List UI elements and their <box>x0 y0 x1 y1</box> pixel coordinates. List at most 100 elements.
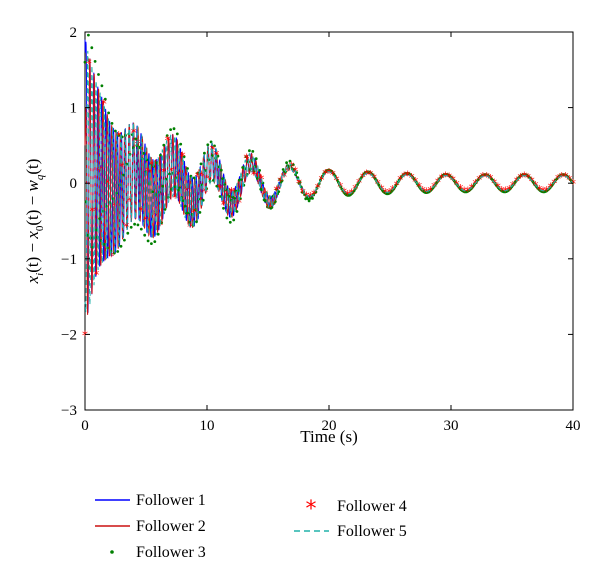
series-4-point: * <box>236 196 242 210</box>
series-4-point: * <box>555 172 561 186</box>
series-3-point <box>163 208 167 211</box>
series-3-point <box>143 233 147 237</box>
series-4-point: * <box>225 188 231 202</box>
legend-label-follower-2: Follower 2 <box>136 518 206 535</box>
series-4-point: * <box>101 97 107 111</box>
series-3-point <box>183 204 187 208</box>
series-3-point <box>288 159 292 163</box>
series-4-point: * <box>183 183 189 197</box>
series-4-point: * <box>382 186 388 200</box>
series-3-point <box>192 176 196 180</box>
x-axis-title: Time (s) <box>300 427 357 446</box>
series-3-point <box>134 137 138 141</box>
series-4-point: * <box>198 168 204 182</box>
series-3-point <box>136 223 140 227</box>
legend-item-follower-3: Follower 3 <box>110 544 206 561</box>
series-4-point: * <box>517 171 523 185</box>
series-4-point: * <box>300 186 306 200</box>
series-layer: ****************************************… <box>82 33 576 342</box>
series-3-point <box>241 166 245 169</box>
series-4-point: * <box>93 268 99 282</box>
series-4-point: * <box>416 180 422 194</box>
series-4-point: * <box>563 170 569 184</box>
series-4-point: * <box>153 208 159 222</box>
series-3-point <box>110 122 114 125</box>
series-3-point <box>273 200 277 204</box>
series-3-point <box>159 153 162 157</box>
series-3-point <box>221 177 224 181</box>
series-4-point: * <box>371 172 377 186</box>
series-3-point <box>123 238 126 242</box>
series-4-point: * <box>243 152 249 166</box>
series-3-point <box>251 150 255 153</box>
series-4-point: * <box>529 175 535 189</box>
series-4-point: * <box>450 174 456 188</box>
series-4-point: * <box>510 179 516 193</box>
series-3-point <box>97 73 100 76</box>
series-3-point <box>139 227 143 231</box>
series-3-point <box>161 184 165 188</box>
series-4-point: * <box>394 178 400 192</box>
series-4-point: * <box>559 170 565 184</box>
series-3-point <box>175 132 179 136</box>
legend-swatch-follower-4: * <box>306 497 317 522</box>
series-4-point: * <box>405 169 411 183</box>
series-4-point: * <box>472 177 478 191</box>
series-4-point: * <box>345 188 351 202</box>
series-4-point: * <box>446 171 452 185</box>
series-4-point: * <box>427 184 433 198</box>
series-3-point <box>278 178 282 181</box>
series-3-point <box>94 228 98 232</box>
series-3-point <box>83 60 87 64</box>
series-4-point: * <box>172 191 178 205</box>
y-tick-label: 0 <box>70 176 78 192</box>
series-4-point: * <box>412 175 418 189</box>
series-3-point <box>298 181 302 184</box>
series-4-point: * <box>379 183 385 197</box>
series-4-point: * <box>330 168 336 182</box>
series-4-point: * <box>461 185 467 199</box>
series-4-point: * <box>150 158 156 172</box>
legend-item-follower-1: Follower 1 <box>95 492 206 509</box>
series-4-point: * <box>536 183 542 197</box>
series-4-point: * <box>364 168 370 182</box>
series-3-point <box>339 185 342 189</box>
x-tick-label: 10 <box>200 418 215 434</box>
series-4-point: * <box>108 250 114 264</box>
series-4-point: * <box>289 160 295 174</box>
series-4-point: * <box>232 198 238 212</box>
series-4-point: * <box>424 185 430 199</box>
series-4-point: * <box>206 172 212 186</box>
series-4-point: * <box>322 167 328 181</box>
series-3-point <box>270 206 274 209</box>
series-4-point: * <box>469 182 475 196</box>
series-4-point: * <box>97 164 103 178</box>
series-4-point: * <box>123 220 129 234</box>
series-3-point <box>146 239 150 243</box>
series-4-point: * <box>307 190 313 204</box>
series-3-point <box>263 199 267 203</box>
series-4-point: * <box>266 201 272 215</box>
series-4-point: * <box>112 199 118 213</box>
series-3-point <box>150 242 153 246</box>
series-4-point: * <box>82 328 88 342</box>
series-4-point: * <box>491 176 497 190</box>
series-4-point: * <box>484 170 490 184</box>
series-4-point: * <box>273 183 279 197</box>
series-3-point <box>235 210 239 213</box>
series-4-point: * <box>255 170 261 184</box>
x-ticks: 0 10 20 30 40 <box>81 32 581 434</box>
series-3-point <box>225 216 229 220</box>
series-3-point <box>218 195 222 198</box>
series-3-point <box>222 206 225 210</box>
series-3-point <box>107 111 110 115</box>
series-4-point: * <box>390 183 396 197</box>
series-3-point <box>195 220 198 224</box>
series-3-point <box>196 171 200 175</box>
series-3-point <box>215 184 219 188</box>
series-3-point <box>133 222 137 226</box>
plot-area: ****************************************… <box>61 25 580 434</box>
series-4-point: * <box>420 184 426 198</box>
series-4-point: * <box>352 182 358 196</box>
